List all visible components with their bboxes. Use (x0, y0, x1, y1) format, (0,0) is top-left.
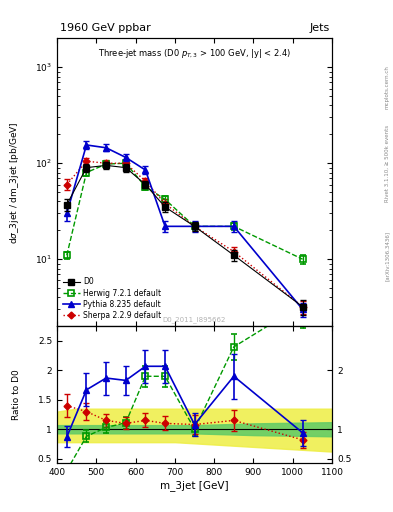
Text: [arXiv:1306.3436]: [arXiv:1306.3436] (385, 231, 389, 281)
Text: D0_2011_I895662: D0_2011_I895662 (163, 316, 226, 324)
Text: 1960 GeV ppbar: 1960 GeV ppbar (60, 23, 151, 33)
Legend: D0, Herwig 7.2.1 default, Pythia 8.235 default, Sherpa 2.2.9 default: D0, Herwig 7.2.1 default, Pythia 8.235 d… (61, 275, 163, 323)
Y-axis label: Ratio to D0: Ratio to D0 (12, 370, 21, 420)
Text: Jets: Jets (309, 23, 329, 33)
Text: mcplots.cern.ch: mcplots.cern.ch (385, 65, 389, 109)
Text: Three-jet mass (D0 $p_{T,3}$ > 100 GeV, |y| < 2.4): Three-jet mass (D0 $p_{T,3}$ > 100 GeV, … (98, 47, 291, 60)
Text: Rivet 3.1.10, ≥ 500k events: Rivet 3.1.10, ≥ 500k events (385, 125, 389, 202)
X-axis label: m_3jet [GeV]: m_3jet [GeV] (160, 480, 229, 491)
Y-axis label: d$\sigma$_3jet / dm_3jet [pb/GeV]: d$\sigma$_3jet / dm_3jet [pb/GeV] (8, 121, 21, 244)
